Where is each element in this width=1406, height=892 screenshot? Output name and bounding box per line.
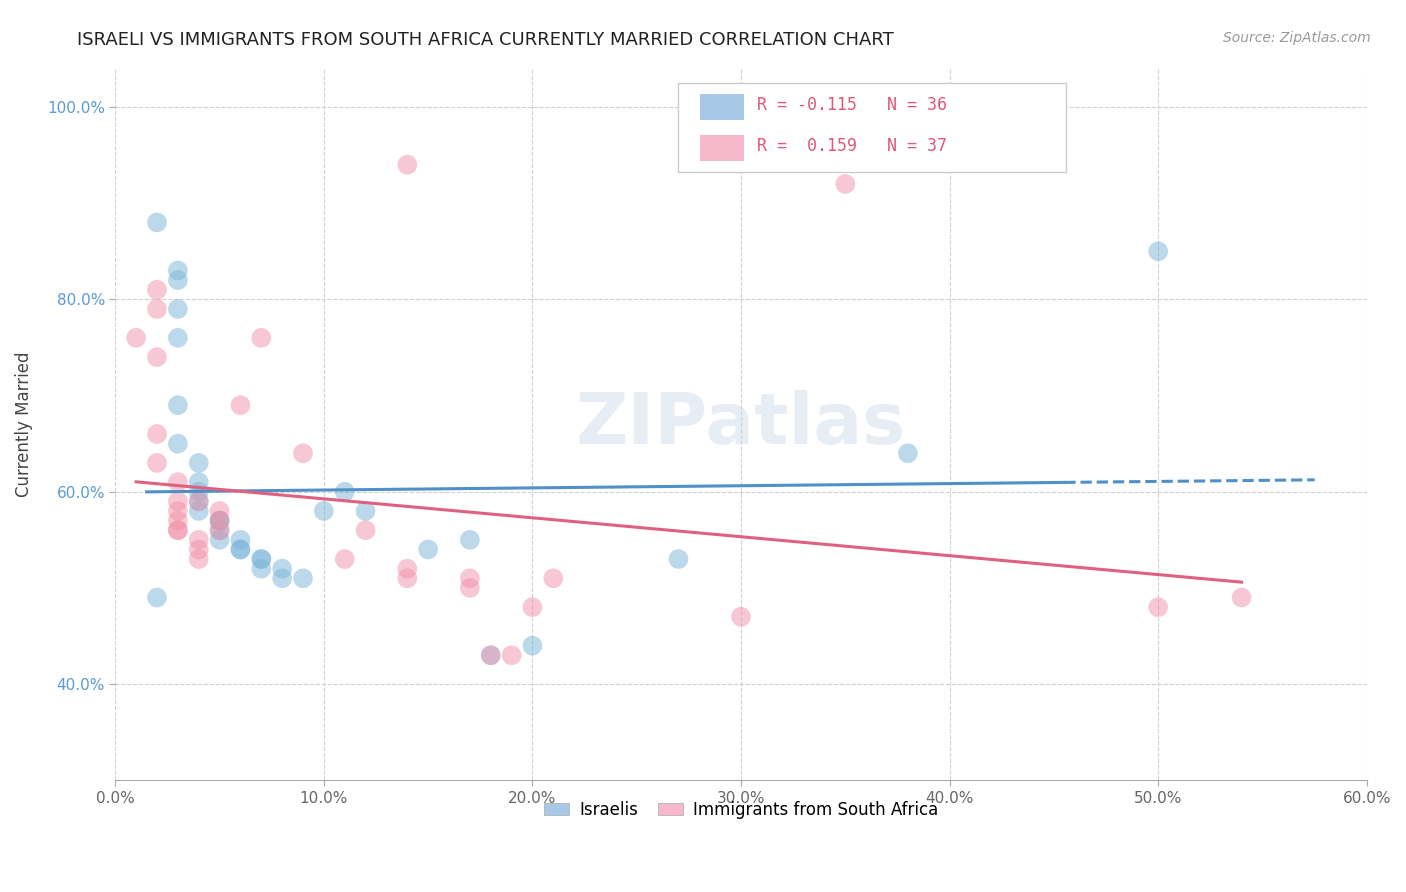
Point [292,446,315,460]
Point [271,571,294,585]
Point [1147,600,1170,615]
Point [167,273,190,287]
Point [501,648,523,663]
Point [146,301,169,316]
Point [146,456,169,470]
Point [396,158,419,172]
Point [187,456,209,470]
Point [522,600,544,615]
Point [479,648,502,663]
FancyBboxPatch shape [679,83,1066,172]
Text: Source: ZipAtlas.com: Source: ZipAtlas.com [1223,31,1371,45]
Point [146,215,169,229]
Point [208,533,231,547]
Point [543,571,565,585]
Point [229,398,252,412]
Point [208,514,231,528]
Point [167,331,190,345]
Point [146,427,169,442]
Point [187,552,209,566]
Text: ISRAELI VS IMMIGRANTS FROM SOUTH AFRICA CURRENTLY MARRIED CORRELATION CHART: ISRAELI VS IMMIGRANTS FROM SOUTH AFRICA … [77,31,894,49]
Point [292,571,315,585]
Point [167,514,190,528]
Point [1147,244,1170,259]
Point [250,552,273,566]
Point [208,523,231,537]
Point [146,591,169,605]
Point [187,475,209,489]
Point [146,802,169,816]
Point [354,504,377,518]
Legend: Israelis, Immigrants from South Africa: Israelis, Immigrants from South Africa [537,794,945,825]
Point [668,552,690,566]
Point [333,552,356,566]
Point [333,484,356,499]
Point [396,562,419,576]
Point [167,301,190,316]
Point [229,542,252,557]
Text: R = -0.115   N = 36: R = -0.115 N = 36 [758,96,948,114]
Point [229,542,252,557]
Bar [700,94,744,120]
Point [250,552,273,566]
Point [187,484,209,499]
Point [187,504,209,518]
Point [187,542,209,557]
Point [458,571,481,585]
Point [187,494,209,508]
Point [125,331,148,345]
Y-axis label: Currently Married: Currently Married [15,351,32,497]
Point [396,571,419,585]
Point [479,648,502,663]
Point [229,533,252,547]
Point [354,523,377,537]
Point [208,514,231,528]
Point [167,398,190,412]
Point [208,504,231,518]
Point [167,263,190,277]
Point [271,562,294,576]
Point [187,533,209,547]
Point [458,581,481,595]
Point [187,494,209,508]
Point [167,475,190,489]
Bar [700,135,744,161]
Point [167,504,190,518]
Point [146,350,169,364]
Point [208,523,231,537]
Point [167,523,190,537]
Point [167,436,190,450]
Point [458,533,481,547]
Point [250,562,273,576]
Point [522,639,544,653]
Point [312,504,335,518]
Point [167,494,190,508]
Text: ZIPatlas: ZIPatlas [576,390,905,458]
Point [730,609,752,624]
Point [167,523,190,537]
Point [208,514,231,528]
Point [834,177,856,191]
Point [897,446,920,460]
Point [418,542,440,557]
Text: R =  0.159   N = 37: R = 0.159 N = 37 [758,137,948,155]
Point [146,283,169,297]
Point [1230,591,1253,605]
Point [250,331,273,345]
